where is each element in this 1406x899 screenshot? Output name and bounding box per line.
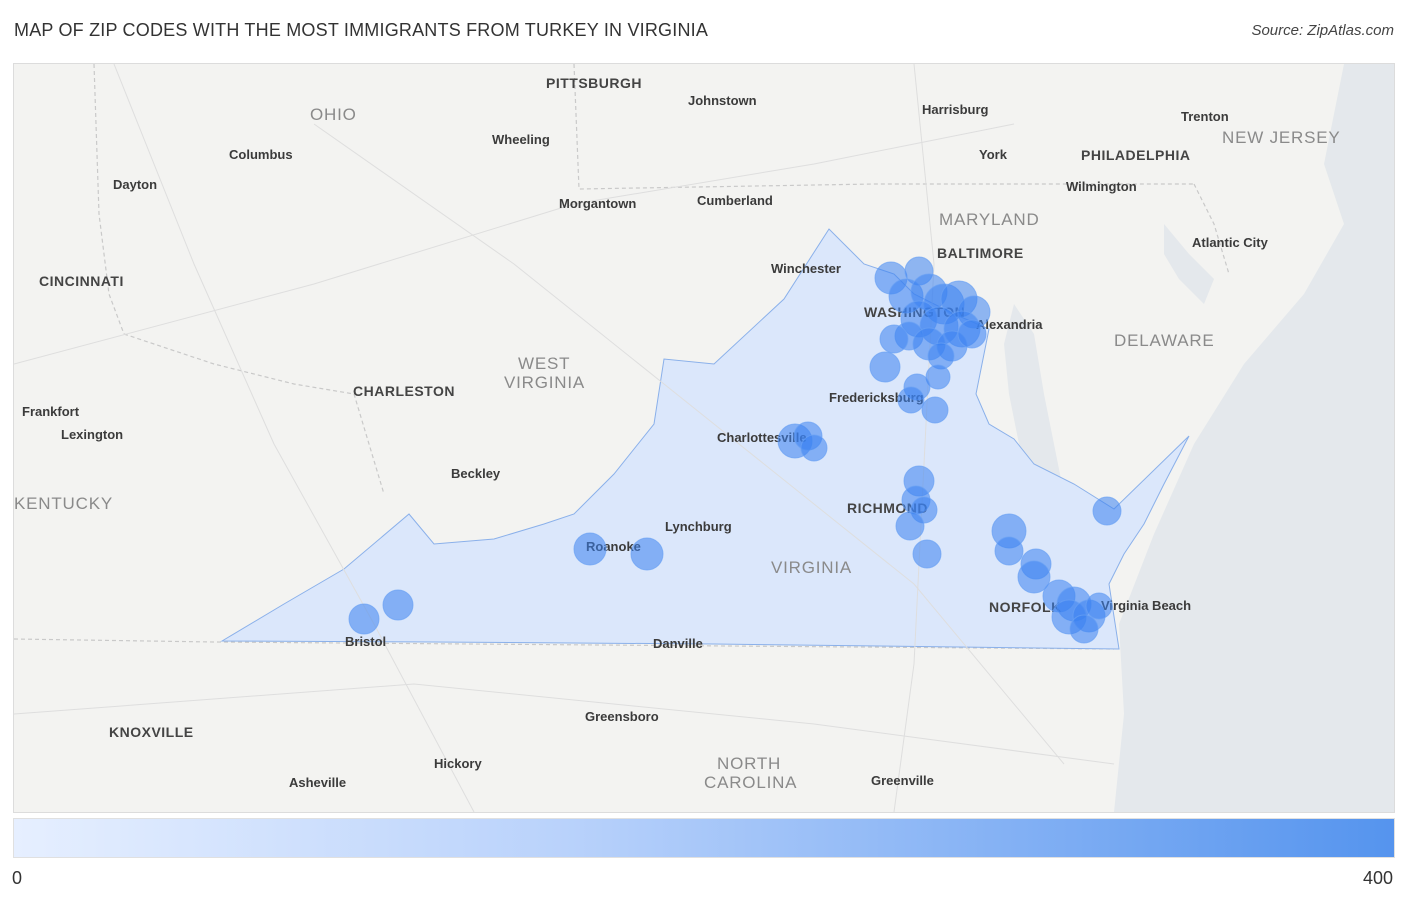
city-label: Lexington: [61, 427, 123, 442]
roads: [14, 64, 1115, 812]
zip-bubble[interactable]: [921, 396, 949, 424]
city-label: Beckley: [451, 466, 501, 481]
city-label: Winchester: [771, 261, 841, 276]
city-label: Morgantown: [559, 196, 636, 211]
city-label: Lynchburg: [665, 519, 732, 534]
legend-max-label: 400: [1362, 868, 1393, 888]
state-label: CAROLINA: [704, 773, 797, 792]
city-label: CINCINNATI: [39, 273, 124, 289]
state-label: NORTH: [717, 754, 781, 773]
zip-bubble[interactable]: [912, 539, 942, 569]
state-label: DELAWARE: [1114, 331, 1215, 350]
state-label: VIRGINIA: [504, 373, 585, 392]
zip-bubble[interactable]: [382, 589, 414, 621]
city-label: Greensboro: [585, 709, 659, 724]
city-label: Harrisburg: [922, 102, 989, 117]
map-title: MAP OF ZIP CODES WITH THE MOST IMMIGRANT…: [14, 20, 709, 40]
zip-bubble[interactable]: [348, 603, 380, 635]
city-label: CHARLESTON: [353, 383, 455, 399]
city-label: Alexandria: [976, 317, 1043, 332]
map-svg: OHIO WEST VIRGINIA VIRGINIA MARYLAND DEL…: [14, 64, 1394, 812]
state-borders: [14, 64, 1230, 650]
city-label: Virginia Beach: [1101, 598, 1191, 613]
zip-bubble[interactable]: [957, 319, 987, 349]
zip-bubble[interactable]: [897, 386, 925, 414]
state-label: WEST: [518, 354, 570, 373]
city-labels: PITTSBURGH Johnstown Harrisburg Trenton …: [22, 75, 1269, 790]
city-label: Atlantic City: [1192, 235, 1269, 250]
zip-bubble[interactable]: [630, 537, 664, 571]
zip-bubble[interactable]: [994, 536, 1024, 566]
source-credit: Source: ZipAtlas.com: [1251, 22, 1394, 39]
zip-bubble[interactable]: [800, 434, 828, 462]
city-label: Asheville: [289, 775, 346, 790]
atlantic-ocean: [1114, 64, 1394, 812]
zip-bubble[interactable]: [1085, 592, 1113, 620]
zip-bubble[interactable]: [1092, 496, 1122, 526]
zip-bubble[interactable]: [573, 532, 607, 566]
zip-bubble[interactable]: [1069, 614, 1099, 644]
city-label: Hickory: [434, 756, 482, 771]
zip-bubbles: [348, 256, 1122, 644]
legend-color-scale: [13, 818, 1395, 858]
zip-bubble[interactable]: [895, 511, 925, 541]
city-label: Frankfort: [22, 404, 80, 419]
city-label: Cumberland: [697, 193, 773, 208]
city-label: Danville: [653, 636, 703, 651]
zip-bubble[interactable]: [869, 351, 901, 383]
state-labels: OHIO WEST VIRGINIA VIRGINIA MARYLAND DEL…: [14, 105, 1341, 792]
city-label: Bristol: [345, 634, 386, 649]
map-canvas[interactable]: OHIO WEST VIRGINIA VIRGINIA MARYLAND DEL…: [13, 63, 1395, 813]
zip-bubble[interactable]: [1017, 560, 1051, 594]
city-label: PITTSBURGH: [546, 75, 642, 91]
state-label: MARYLAND: [939, 210, 1040, 229]
city-label: Wheeling: [492, 132, 550, 147]
city-label: York: [979, 147, 1008, 162]
legend-min-label: 0: [12, 868, 23, 888]
state-label: KENTUCKY: [14, 494, 113, 513]
state-label: NEW JERSEY: [1222, 128, 1341, 147]
city-label: KNOXVILLE: [109, 724, 194, 740]
city-label: Greenville: [871, 773, 934, 788]
city-label: Trenton: [1181, 109, 1229, 124]
city-label: Dayton: [113, 177, 157, 192]
city-label: Johnstown: [688, 93, 757, 108]
city-label: Wilmington: [1066, 179, 1137, 194]
city-label: Columbus: [229, 147, 293, 162]
delaware-bay: [1164, 224, 1214, 304]
state-label: OHIO: [310, 105, 357, 124]
city-label: PHILADELPHIA: [1081, 147, 1190, 163]
state-label: VIRGINIA: [771, 558, 852, 577]
city-label: BALTIMORE: [937, 245, 1024, 261]
zip-bubble[interactable]: [879, 324, 909, 354]
city-label: NORFOLK: [989, 599, 1062, 615]
